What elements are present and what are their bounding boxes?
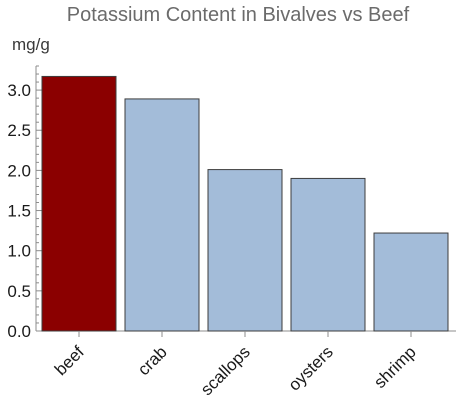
y-tick-label: 0.5 — [7, 282, 31, 301]
bar-shrimp — [373, 232, 449, 332]
x-tick-label-crab: crab — [134, 342, 171, 379]
y-tick-label: 1.5 — [7, 202, 31, 221]
x-tick-label-scallops: scallops — [197, 342, 254, 399]
y-tick-label: 1.0 — [7, 242, 31, 261]
x-tick-label-beef: beef — [51, 342, 88, 379]
bar-beef — [41, 75, 117, 332]
plot-area: 0.0 0.5 1.0 1.5 2.0 2.5 3.0 beef crab scallops oys… — [7, 65, 456, 399]
chart-title: Potassium Content in Bivalves vs Beef — [67, 4, 410, 26]
y-tick-label: 2.0 — [7, 161, 31, 180]
y-tick-label: 2.5 — [7, 121, 31, 140]
bar-oysters — [290, 177, 366, 332]
x-tick-label-oysters: oysters — [285, 342, 337, 394]
bar-crab — [124, 98, 200, 332]
bar-scallops — [207, 169, 283, 332]
y-tick-label: 3.0 — [7, 81, 31, 100]
y-tick-label: 0.0 — [7, 322, 31, 341]
x-tick-label-shrimp: shrimp — [370, 342, 420, 392]
y-axis-unit-label: mg/g — [12, 35, 50, 54]
